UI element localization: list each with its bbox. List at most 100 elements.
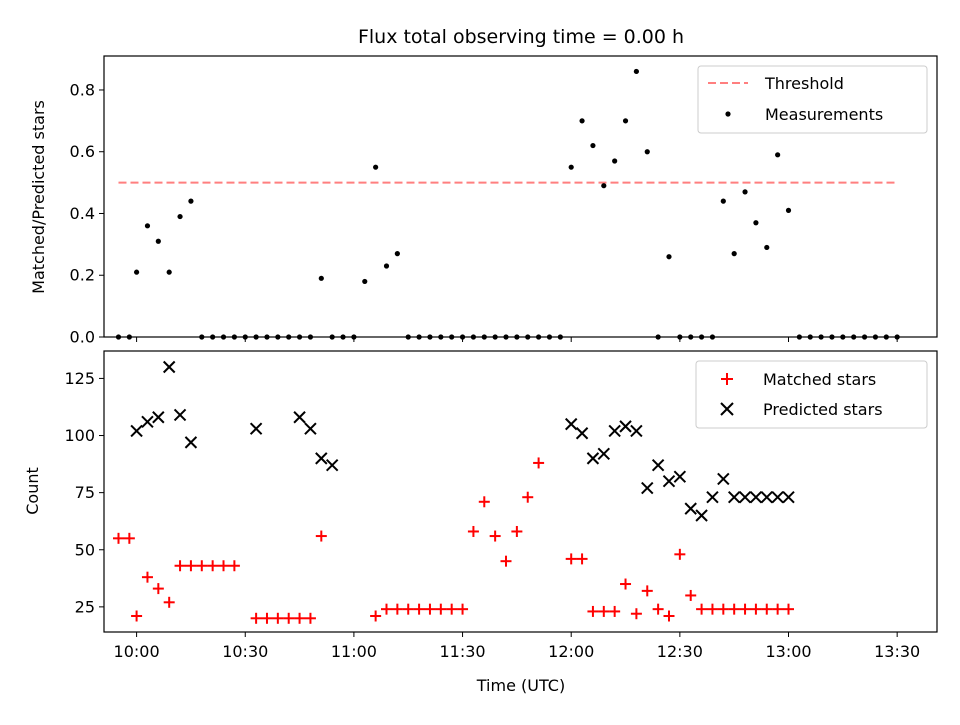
matched-star-point bbox=[315, 530, 327, 542]
top-y-tick-label: 0.6 bbox=[70, 142, 95, 161]
bottom-y-tick-label: 75 bbox=[75, 483, 95, 502]
matched-star-point bbox=[630, 608, 642, 620]
bottom-x-tick-label: 11:30 bbox=[439, 642, 485, 661]
measurement-point bbox=[666, 254, 672, 260]
matched-star-point bbox=[283, 612, 295, 624]
measurement-point bbox=[133, 269, 140, 275]
measurement-point bbox=[568, 164, 574, 170]
predicted-star-point bbox=[141, 415, 154, 429]
measurement-point bbox=[373, 164, 379, 170]
matched-star-point bbox=[783, 603, 795, 615]
bottom-y-tick-label: 125 bbox=[64, 369, 95, 388]
measurement-point bbox=[775, 152, 781, 158]
predicted-star-point bbox=[597, 447, 611, 461]
bottom-legend: Matched stars Predicted stars bbox=[695, 360, 928, 429]
top-y-tick-label: 0.0 bbox=[70, 328, 95, 347]
measurement-point bbox=[318, 275, 324, 281]
bottom-x-tick-label: 12:00 bbox=[548, 642, 594, 661]
matched-star-point bbox=[207, 560, 219, 572]
bottom-x-tick-label: 10:30 bbox=[222, 642, 268, 661]
matched-star-point bbox=[446, 603, 458, 615]
measurement-point bbox=[579, 118, 585, 124]
matched-star-point bbox=[294, 612, 306, 624]
legend-measurements-marker bbox=[725, 111, 731, 117]
matched-star-point bbox=[467, 525, 479, 537]
matched-star-point bbox=[380, 603, 392, 615]
measurement-point bbox=[612, 158, 618, 164]
bottom-x-tick-label: 10:00 bbox=[114, 642, 160, 661]
legend-matched-marker bbox=[721, 373, 733, 385]
legend-matched-label: Matched stars bbox=[763, 370, 876, 389]
predicted-star-point bbox=[782, 491, 795, 504]
matched-star-point bbox=[424, 603, 436, 615]
predicted-star-point bbox=[727, 491, 741, 504]
matched-star-point bbox=[620, 578, 632, 590]
predicted-star-point bbox=[325, 459, 339, 472]
matched-star-point bbox=[587, 605, 599, 617]
bottom-x-tick-label: 11:00 bbox=[331, 642, 377, 661]
measurement-point bbox=[362, 278, 368, 285]
predicted-star-point bbox=[130, 424, 143, 438]
bottom-y-tick-label: 50 bbox=[75, 540, 95, 559]
bottom-axes-frame bbox=[103, 350, 938, 633]
matched-star-point bbox=[641, 585, 653, 597]
top-y-axis-label: Matched/Predicted stars bbox=[29, 100, 48, 294]
legend-measurements-label: Measurements bbox=[765, 105, 883, 124]
measurement-point bbox=[166, 269, 172, 275]
measurement-point bbox=[177, 213, 183, 220]
predicted-star-point bbox=[249, 422, 263, 435]
measurement-point bbox=[144, 223, 151, 229]
predicted-star-point bbox=[749, 491, 763, 504]
predicted-star-point bbox=[738, 491, 752, 504]
predicted-star-point bbox=[173, 408, 187, 422]
bottom-y-axis: 25 50 75 100 125 bbox=[64, 369, 104, 616]
predicted-star-point bbox=[304, 422, 317, 435]
bottom-y-tick-label: 25 bbox=[75, 597, 95, 616]
matched-star-point bbox=[218, 560, 230, 572]
measurement-point bbox=[753, 220, 759, 226]
measurement-point bbox=[188, 198, 194, 204]
bottom-x-axis-label: Time (UTC) bbox=[476, 676, 565, 695]
matched-star-point bbox=[565, 553, 577, 565]
top-x-axis bbox=[136, 337, 898, 342]
measurement-point bbox=[622, 118, 629, 124]
bottom-x-axis: 10:00 10:30 11:00 11:30 12:00 12:30 13:00 13:30 bbox=[114, 632, 920, 661]
matched-star-point bbox=[761, 603, 773, 615]
matched-star-point bbox=[250, 612, 262, 624]
measurement-point bbox=[742, 189, 748, 195]
matched-star-point bbox=[391, 603, 403, 615]
top-legend-box bbox=[697, 65, 928, 134]
measurement-point bbox=[155, 238, 161, 244]
matched-star-point bbox=[370, 610, 382, 622]
matched-star-point bbox=[652, 603, 664, 615]
matched-star-point bbox=[685, 589, 697, 601]
matched-star-point bbox=[131, 610, 143, 622]
legend-predicted-label: Predicted stars bbox=[763, 400, 883, 419]
bottom-plot-area bbox=[112, 360, 795, 624]
predicted-star-point bbox=[315, 452, 328, 465]
matched-star-point bbox=[261, 612, 273, 624]
measurement-point bbox=[601, 183, 607, 189]
predicted-star-point bbox=[575, 427, 589, 440]
matched-star-point bbox=[674, 548, 686, 560]
predicted-star-point bbox=[608, 424, 621, 438]
bottom-x-tick-label: 12:30 bbox=[657, 642, 703, 661]
predicted-star-point bbox=[586, 452, 600, 465]
matched-star-point bbox=[750, 603, 762, 615]
matched-star-point bbox=[598, 605, 610, 617]
top-chart-title: Flux total observing time = 0.00 h bbox=[358, 26, 684, 48]
predicted-star-point bbox=[641, 481, 654, 495]
predicted-star-point bbox=[564, 417, 578, 431]
predicted-star-point bbox=[706, 491, 719, 504]
matched-star-point bbox=[304, 612, 316, 624]
matched-star-point bbox=[141, 571, 153, 583]
matched-star-point bbox=[228, 560, 240, 572]
predicted-star-point bbox=[684, 502, 697, 515]
matched-star-point bbox=[174, 560, 186, 572]
predicted-star-point bbox=[760, 491, 773, 504]
predicted-star-point bbox=[152, 411, 165, 424]
matched-star-point bbox=[457, 603, 469, 615]
predicted-star-point bbox=[630, 424, 643, 438]
legend-predicted-marker bbox=[720, 402, 734, 416]
